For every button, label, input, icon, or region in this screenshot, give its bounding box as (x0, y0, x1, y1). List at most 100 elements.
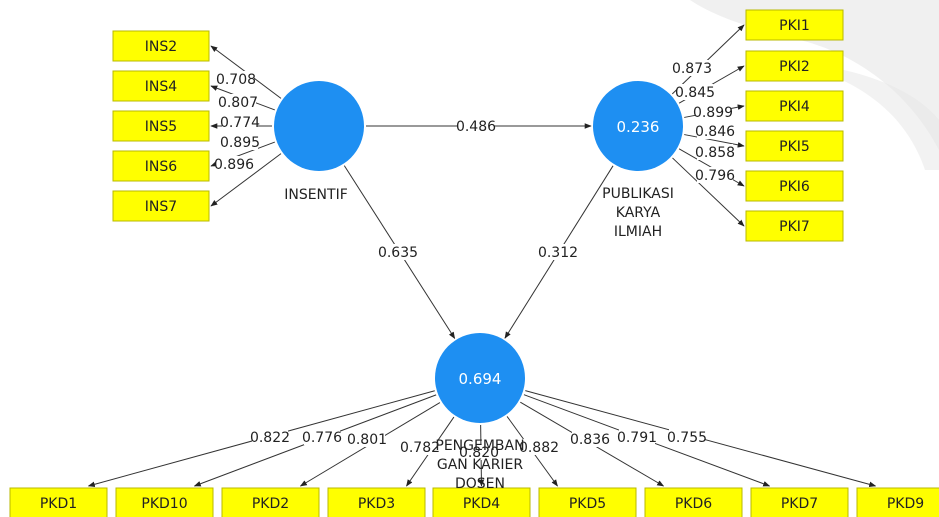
indicator-pkd5[interactable] (538, 487, 637, 517)
loading-pki4: 0.899 (693, 105, 733, 121)
loading-pkd7-bg (619, 429, 655, 445)
loading-pkd2-bg (349, 431, 385, 447)
indicator-pkd2[interactable] (221, 487, 320, 517)
loading-pkd5: 0.882 (519, 440, 559, 456)
loading-pkd5-bg (521, 439, 557, 455)
loading-pki6: 0.858 (695, 145, 735, 161)
indicator-label-pkd9: PKD9 (887, 496, 924, 512)
label-layer: 0.708 0.807 0.774 0.895 0.896 0.873 0.845 0.899… (214, 60, 735, 492)
indicator-label-pkd5: PKD5 (569, 496, 606, 512)
indicator-label-pki5: PKI5 (779, 139, 810, 155)
indicator-pkd1[interactable] (9, 487, 108, 517)
loading-pki5-bg (697, 123, 733, 139)
loading-pkd10-bg (304, 429, 340, 445)
indicator-label-pki1: PKI1 (779, 18, 810, 34)
loading-pki7: 0.796 (695, 168, 735, 184)
construct-insentif[interactable] (274, 81, 364, 171)
loading-pki7-bg (697, 167, 733, 183)
loading-pkd7: 0.791 (617, 430, 657, 446)
loading-ins2-bg (218, 71, 254, 87)
indicator-pki5[interactable] (745, 130, 844, 162)
construct-name-insentif-0: INSENTIF (284, 187, 348, 203)
loading-pkd4: 0.820 (459, 445, 499, 461)
indicator-pkd9[interactable] (856, 487, 939, 517)
indicator-pkd6[interactable] (644, 487, 743, 517)
indicator-ins5[interactable] (112, 110, 210, 142)
indicator-label-ins5: INS5 (145, 119, 177, 135)
indicator-ins4[interactable] (112, 70, 210, 102)
construct-name-pki-2: ILMIAH (614, 224, 662, 240)
node-layer: INS2 INS4 INS5 INS6 INS7 PKI1 PKI2 PKI4 PKI5 PKI6… (9, 9, 939, 517)
loading-ins4: 0.807 (218, 95, 258, 111)
construct-publikasi-karya-ilmiah[interactable] (593, 81, 683, 171)
loading-ins7: 0.896 (214, 157, 254, 173)
loading-pki5: 0.846 (695, 124, 735, 140)
loading-pkd2: 0.801 (347, 432, 387, 448)
construct-name-pkd-0: PENGEMBAN (435, 438, 524, 454)
loading-pkd9-bg (669, 429, 705, 445)
construct-name-pki-0: PUBLIKASI (602, 186, 674, 202)
construct-pengembangan-karier-dosen-r2: 0.694 (459, 370, 502, 388)
indicator-label-pki6: PKI6 (779, 179, 810, 195)
indicator-pki2[interactable] (745, 50, 844, 82)
loading-pkd1-bg (252, 429, 288, 445)
indicator-pki7[interactable] (745, 210, 844, 242)
indicator-label-pkd6: PKD6 (675, 496, 712, 512)
indicator-label-pkd1: PKD1 (40, 496, 77, 512)
loading-pkd6-bg (572, 431, 608, 447)
loading-pki1: 0.873 (672, 61, 712, 77)
loading-ins5-bg (222, 114, 258, 130)
indicator-label-pkd10: PKD10 (141, 496, 187, 512)
indicator-pki1[interactable] (745, 9, 844, 41)
loading-ins6: 0.895 (220, 135, 260, 151)
loading-ins2: 0.708 (216, 72, 256, 88)
indicator-pkd7[interactable] (750, 487, 849, 517)
loading-ins5: 0.774 (220, 115, 260, 131)
loading-pki2: 0.845 (675, 85, 715, 101)
watermark-decoration (690, 0, 939, 170)
indicator-ins7[interactable] (112, 190, 210, 222)
loading-pki4-bg (695, 104, 731, 120)
indicator-label-ins4: INS4 (145, 79, 177, 95)
path-coef-insentif-pkd-bg (380, 244, 416, 260)
loading-ins7-bg (216, 156, 252, 172)
loading-pkd4-bg (461, 444, 497, 460)
path-coef-pki-pkd-bg (540, 244, 576, 260)
loading-pkd6: 0.836 (570, 432, 610, 448)
indicator-pkd3[interactable] (327, 487, 426, 517)
indicator-label-ins6: INS6 (145, 159, 177, 175)
indicator-label-pki4: PKI4 (779, 99, 810, 115)
indicator-label-ins7: INS7 (145, 199, 177, 215)
path-coef-insentif-pki: 0.486 (456, 119, 496, 135)
edge-pki-pki1 (671, 24, 745, 95)
indicator-pki4[interactable] (745, 90, 844, 122)
loading-pkd9: 0.755 (667, 430, 707, 446)
path-coef-pki-pkd: 0.312 (538, 245, 578, 261)
construct-pengembangan-karier-dosen[interactable] (435, 333, 525, 423)
indicator-label-pkd7: PKD7 (781, 496, 818, 512)
loading-pkd3: 0.782 (400, 440, 440, 456)
loading-pki6-bg (697, 144, 733, 160)
indicator-pki6[interactable] (745, 170, 844, 202)
path-coef-insentif-pki-bg (458, 118, 494, 134)
construct-publikasi-karya-ilmiah-r2: 0.236 (617, 118, 660, 136)
indicator-pkd10[interactable] (115, 487, 214, 517)
loading-pki2-bg (677, 84, 713, 100)
indicator-label-pkd4: PKD4 (463, 496, 500, 512)
indicator-pkd4[interactable] (432, 487, 531, 517)
path-coef-insentif-pkd: 0.635 (378, 245, 418, 261)
loading-ins6-bg (222, 134, 258, 150)
indicator-label-pki7: PKI7 (779, 219, 810, 235)
construct-name-pkd-2: DOSEN (455, 476, 505, 492)
loading-pkd10: 0.776 (302, 430, 342, 446)
indicator-label-pki2: PKI2 (779, 59, 810, 75)
loading-ins4-bg (220, 94, 256, 110)
construct-name-pki-1: KARYA (616, 205, 661, 221)
edge-insentif-ins7 (210, 153, 282, 207)
indicator-ins2[interactable] (112, 30, 210, 62)
edge-pki-pki5 (684, 134, 745, 148)
indicator-ins6[interactable] (112, 150, 210, 182)
indicator-label-pkd3: PKD3 (358, 496, 395, 512)
construct-name-pkd-1: GAN KARIER (437, 457, 524, 473)
